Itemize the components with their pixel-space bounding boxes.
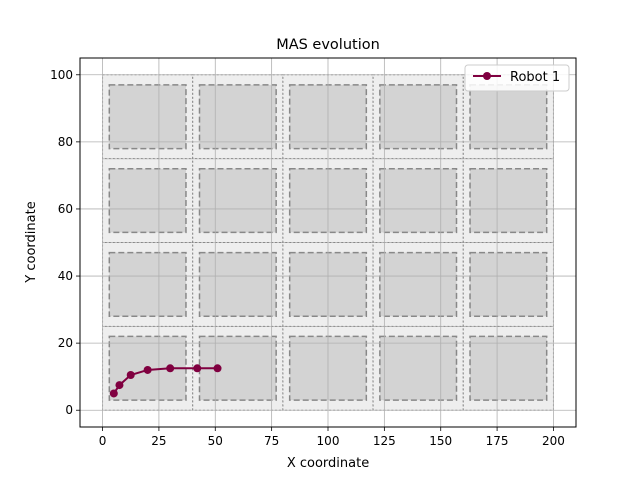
obstacle — [198, 84, 277, 150]
x-tick-label: 25 — [151, 434, 166, 448]
data-point — [115, 381, 124, 390]
y-tick-label: 40 — [58, 269, 73, 283]
obstacle — [198, 167, 277, 234]
legend-marker-robot-1 — [483, 72, 491, 80]
obstacle — [108, 167, 187, 234]
x-tick-label: 175 — [486, 434, 509, 448]
gridlines — [80, 58, 576, 427]
obstacle — [469, 84, 548, 150]
obstacle — [108, 251, 187, 318]
x-tick-label: 100 — [317, 434, 340, 448]
obstacle — [379, 84, 458, 150]
legend-label-robot-1: Robot 1 — [510, 70, 560, 85]
y-axis-ticks: 0 20 40 60 80 100 — [50, 68, 80, 417]
obstacle — [379, 167, 458, 234]
x-tick-label: 150 — [429, 434, 452, 448]
obstacle — [379, 251, 458, 318]
data-point — [193, 364, 202, 373]
data-point — [126, 371, 135, 380]
chart-title: MAS evolution — [276, 37, 380, 53]
x-axis-label: X coordinate — [287, 456, 369, 471]
y-axis-label: Y coordinate — [24, 201, 39, 283]
series-layer — [109, 364, 222, 398]
data-point — [213, 364, 222, 373]
obstacle — [108, 84, 187, 150]
obstacle — [469, 167, 548, 234]
obstacle — [469, 251, 548, 318]
x-axis-ticks: 0 25 50 75 100 125 150 175 200 — [99, 427, 565, 448]
x-tick-label: 75 — [264, 434, 279, 448]
legend-box — [464, 64, 570, 92]
data-point — [166, 364, 175, 373]
x-tick-label: 50 — [208, 434, 223, 448]
y-tick-label: 60 — [58, 202, 73, 216]
x-tick-label: 200 — [542, 434, 565, 448]
obstacle — [469, 335, 548, 401]
data-point — [143, 365, 152, 374]
y-tick-label: 20 — [58, 336, 73, 350]
obstacle — [198, 251, 277, 318]
obstacle — [379, 335, 458, 401]
data-point — [109, 389, 118, 398]
x-tick-label: 125 — [373, 434, 396, 448]
x-tick-label: 0 — [99, 434, 107, 448]
y-tick-label: 0 — [65, 403, 73, 417]
legend: Robot 1 — [464, 64, 570, 92]
y-tick-label: 100 — [50, 68, 73, 82]
grid-cells — [102, 74, 554, 411]
y-tick-label: 80 — [58, 135, 73, 149]
